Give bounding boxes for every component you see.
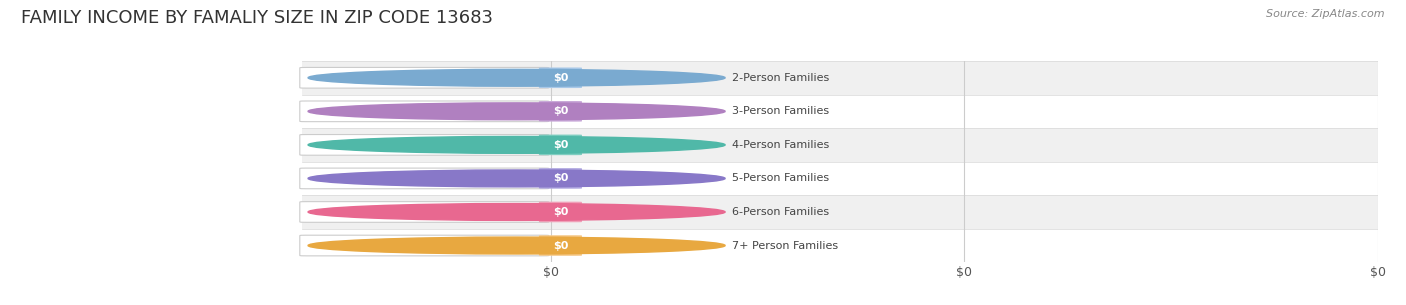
Bar xyxy=(302,95,1378,128)
Text: 6-Person Families: 6-Person Families xyxy=(731,207,828,217)
Text: 7+ Person Families: 7+ Person Families xyxy=(731,241,838,250)
Text: 4-Person Families: 4-Person Families xyxy=(731,140,830,150)
FancyBboxPatch shape xyxy=(538,101,582,122)
FancyBboxPatch shape xyxy=(538,67,582,88)
FancyBboxPatch shape xyxy=(538,202,582,222)
Circle shape xyxy=(308,203,725,221)
Text: FAMILY INCOME BY FAMALIY SIZE IN ZIP CODE 13683: FAMILY INCOME BY FAMALIY SIZE IN ZIP COD… xyxy=(21,9,494,27)
FancyBboxPatch shape xyxy=(538,168,582,189)
Text: $0: $0 xyxy=(553,140,568,150)
Text: $0: $0 xyxy=(553,73,568,83)
Bar xyxy=(302,229,1378,262)
Text: $0: $0 xyxy=(553,241,568,250)
FancyBboxPatch shape xyxy=(299,235,548,256)
FancyBboxPatch shape xyxy=(299,101,548,122)
FancyBboxPatch shape xyxy=(538,135,582,155)
Bar xyxy=(302,61,1378,95)
Bar xyxy=(302,195,1378,229)
Text: $0: $0 xyxy=(553,174,568,183)
Circle shape xyxy=(308,237,725,254)
Text: $0: $0 xyxy=(553,106,568,116)
Bar xyxy=(302,128,1378,162)
FancyBboxPatch shape xyxy=(299,67,548,88)
Text: 3-Person Families: 3-Person Families xyxy=(731,106,828,116)
FancyBboxPatch shape xyxy=(538,235,582,256)
FancyBboxPatch shape xyxy=(299,168,548,189)
Circle shape xyxy=(308,103,725,120)
Text: Source: ZipAtlas.com: Source: ZipAtlas.com xyxy=(1267,9,1385,19)
Circle shape xyxy=(308,170,725,187)
Circle shape xyxy=(308,136,725,153)
Text: $0: $0 xyxy=(553,207,568,217)
FancyBboxPatch shape xyxy=(299,135,548,155)
FancyBboxPatch shape xyxy=(299,202,548,222)
Text: 5-Person Families: 5-Person Families xyxy=(731,174,828,183)
Text: 2-Person Families: 2-Person Families xyxy=(731,73,830,83)
Circle shape xyxy=(308,69,725,86)
Bar xyxy=(302,162,1378,195)
